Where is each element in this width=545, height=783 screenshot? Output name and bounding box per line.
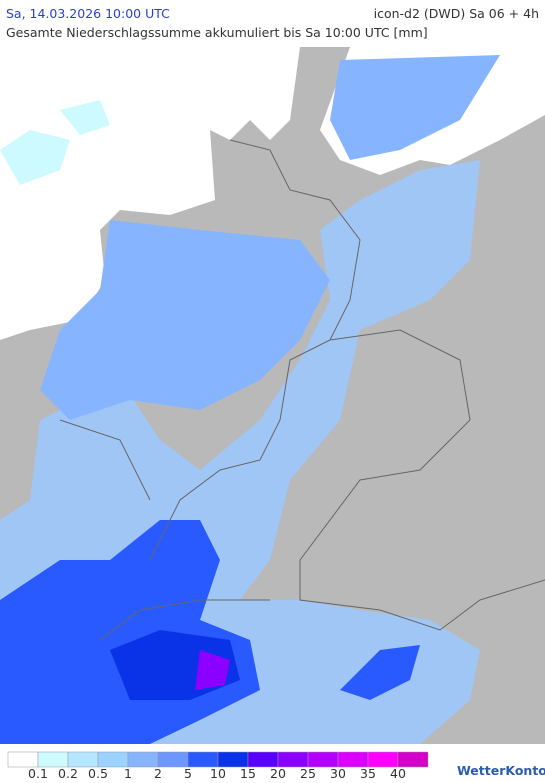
map-area: [0, 47, 545, 744]
precip-moderate: [40, 220, 330, 420]
precip-north: [330, 55, 500, 160]
legend-label: 2: [154, 766, 162, 781]
legend-swatch: [367, 751, 399, 768]
legend-label: 40: [390, 766, 406, 781]
legend: 0.1 0.2 0.5 1 2 5 10 15 20 25 30 35 40: [7, 751, 429, 781]
legend-label: 25: [300, 766, 316, 781]
legend-swatch: [247, 751, 279, 768]
legend-label: 0.2: [58, 766, 78, 781]
precip-sea-streaks: [0, 100, 110, 185]
legend-swatch: [127, 751, 159, 768]
borders: [59, 139, 545, 641]
legend-swatch: [157, 751, 189, 768]
legend-swatch: [37, 751, 69, 768]
legend-swatch: [307, 751, 339, 768]
legend-swatch: [67, 751, 99, 768]
legend-label: 0.5: [88, 766, 108, 781]
legend-label: 5: [184, 766, 192, 781]
legend-label: 1: [124, 766, 132, 781]
map-subtitle: Gesamte Niederschlagssumme akkumuliert b…: [6, 25, 428, 40]
legend-label: 30: [330, 766, 346, 781]
model-run: icon-d2 (DWD) Sa 06 + 4h: [374, 6, 539, 21]
legend-swatch: [97, 751, 129, 768]
legend-label: 35: [360, 766, 376, 781]
legend-label: 20: [270, 766, 286, 781]
legend-swatch: [217, 751, 249, 768]
brand-logo: WetterKontor: [457, 763, 545, 778]
legend-label: 0.1: [28, 766, 48, 781]
precip-max: [195, 650, 230, 690]
legend-swatch: [187, 751, 219, 768]
legend-swatch: [7, 751, 39, 768]
legend-swatch: [397, 751, 429, 768]
legend-swatch: [277, 751, 309, 768]
valid-time: Sa, 14.03.2026 10:00 UTC: [6, 6, 170, 21]
legend-swatch: [337, 751, 369, 768]
legend-label: 15: [240, 766, 256, 781]
legend-label: 10: [210, 766, 226, 781]
precip-alps-east: [340, 645, 420, 700]
